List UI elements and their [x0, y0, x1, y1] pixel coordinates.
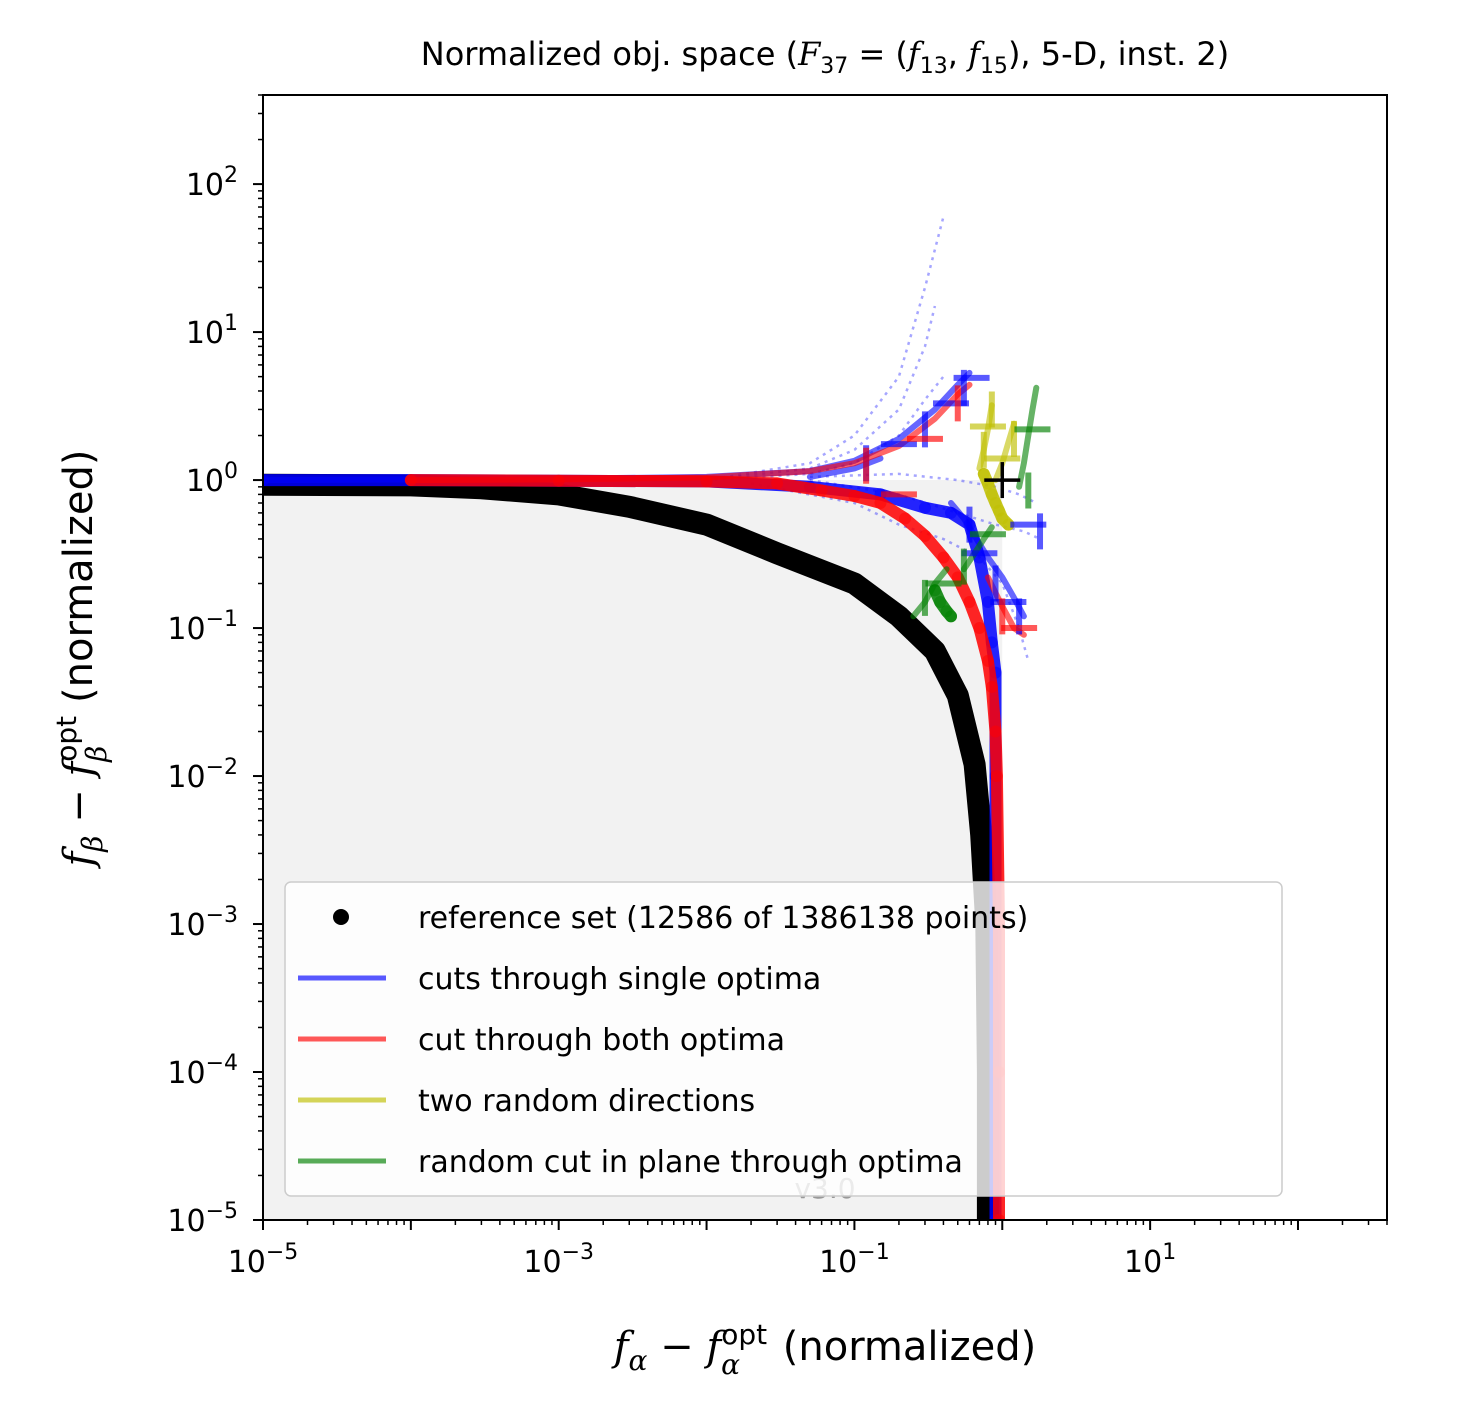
- series-both-optima-main-point: [874, 496, 887, 509]
- y-tick-label: 101: [186, 311, 238, 351]
- series-reference-point: [619, 496, 640, 517]
- series-both-optima-main-point: [771, 477, 784, 490]
- xlabel-minus: −: [647, 1324, 706, 1370]
- series-both-optima-main-point: [848, 490, 861, 503]
- series-single-optima-upper-2-curve: [806, 455, 884, 480]
- legend: reference set (12586 of 1386138 points) c…: [284, 881, 1283, 1197]
- title-F: F: [797, 35, 822, 73]
- series-both-optima-main-point: [815, 484, 828, 497]
- legend-label: cuts through single optima: [418, 962, 821, 997]
- series-both-optima-main-point: [899, 512, 912, 525]
- series-single-optima-dotted-4-curve: [750, 482, 1030, 662]
- y-tick-label: 10−1: [167, 607, 238, 647]
- series-random-plane-1-point: [944, 610, 957, 623]
- series-reference-point: [947, 685, 968, 706]
- y-tick-label: 10−3: [167, 903, 238, 943]
- series-both-optima-main-point: [990, 770, 1003, 783]
- chart-title: Normalized obj. space (F37 = (f13, f15),…: [421, 35, 1229, 79]
- series-both-optima-main-point: [937, 551, 950, 564]
- series-both-optima-main-point: [992, 1214, 1005, 1220]
- legend-marker-dot: [333, 909, 349, 925]
- series-single-optima-dotted-6-curve: [809, 472, 1037, 505]
- x-tick-label: 10−5: [228, 1240, 299, 1280]
- series-random-plane-1-point: [934, 595, 947, 608]
- xlabel-suffix: (normalized): [770, 1324, 1036, 1370]
- legend-label: cut through both optima: [418, 1023, 785, 1058]
- y-tick-label: 100: [186, 459, 238, 499]
- title-F-sub: 37: [820, 54, 848, 79]
- legend-label: reference set (12586 of 1386138 points): [418, 901, 1028, 936]
- ylabel-f2-sub: β: [80, 746, 113, 763]
- series-both-optima-main-point: [989, 725, 1002, 738]
- series-single-optima-dotted-1-curve: [706, 216, 945, 482]
- xlabel-f2-sup: opt: [721, 1318, 767, 1351]
- axis-ticks: 10−5 10−3 10−1 101 10−5 10−4 10−3 10−2 10−1 100 10…: [167, 94, 1388, 1280]
- x-tick-label: 10−1: [819, 1240, 890, 1280]
- series-reference-point: [888, 606, 909, 627]
- x-axis-label: fα − fopt α (normalized): [611, 1318, 1037, 1381]
- series-single-optima-lower-curve: [948, 500, 1027, 620]
- series-reference-point: [844, 573, 865, 594]
- x-tick-label: 10−3: [523, 1240, 594, 1280]
- series-reference-point: [767, 543, 788, 564]
- series-reference-point: [548, 484, 569, 505]
- axes-frame: [262, 94, 1388, 1221]
- series-both-optima-main-point: [985, 680, 998, 693]
- y-tick-label: 10−2: [167, 755, 238, 795]
- xlabel-f-sub: α: [629, 1344, 648, 1377]
- series-random-plane-2-curve: [910, 566, 950, 620]
- reference-point-marker: [984, 462, 1021, 499]
- title-suffix: ), 5-D, inst. 2): [1008, 35, 1229, 73]
- series-both-optima-main-point: [981, 654, 994, 667]
- series-both-optima-main-curve: [404, 474, 1005, 1220]
- y-tick-label: 10−5: [167, 1199, 238, 1239]
- series-single-optima-thick-point: [918, 501, 931, 514]
- title-comma: ,: [948, 35, 968, 73]
- legend-label: two random directions: [418, 1084, 755, 1119]
- ylabel-f2-sup: opt: [50, 716, 83, 762]
- series-layer: [263, 216, 1041, 1220]
- series-random-plane-4-curve: [1016, 384, 1040, 490]
- series-both-optima-main-point: [951, 571, 964, 584]
- ylabel-f-sub: β: [76, 836, 109, 853]
- series-reference-point: [924, 640, 945, 661]
- series-both-optima-main-point: [973, 622, 986, 635]
- title-eq: = (: [848, 35, 908, 73]
- legend-label: random cut in plane through optima: [418, 1145, 963, 1180]
- tick-marks-layer: [863, 369, 1051, 635]
- title-f2-sub: 15: [980, 54, 1008, 79]
- y-tick-label: 10−4: [167, 1051, 238, 1091]
- title-f1-sub: 13: [920, 54, 948, 79]
- ylabel-suffix: (normalized): [56, 449, 102, 715]
- title-prefix: Normalized obj. space (: [421, 35, 798, 73]
- series-reference-point: [696, 514, 717, 535]
- ylabel-minus: −: [56, 777, 102, 836]
- legend-box: [284, 881, 1283, 1197]
- series-reference-point: [964, 754, 985, 775]
- series-reference-point: [971, 824, 992, 845]
- series-single-optima-dotted-3-curve: [706, 375, 945, 482]
- xlabel-f2-sub: α: [721, 1348, 740, 1381]
- series-reference-curve: [263, 473, 999, 1220]
- series-both-optima-main-point: [918, 529, 931, 542]
- y-axis-label: fβ − foptβ (normalized): [50, 449, 113, 869]
- x-tick-label: 101: [1124, 1240, 1176, 1280]
- y-tick-label: 102: [186, 163, 238, 203]
- series-both-optima-main-point: [963, 595, 976, 608]
